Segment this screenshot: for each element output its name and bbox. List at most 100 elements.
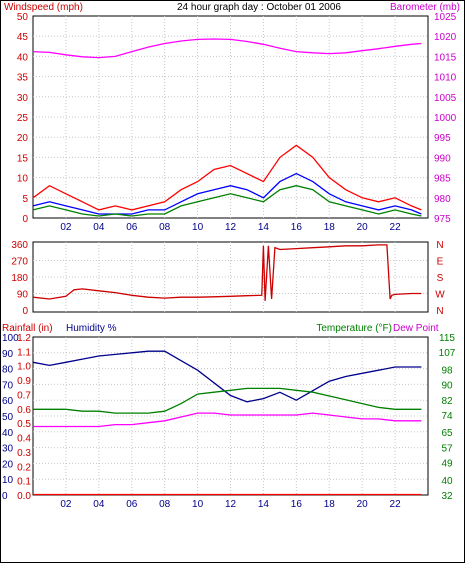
temp-y-tick-label: 32 <box>441 491 453 502</box>
x-tick-label: 20 <box>357 499 369 510</box>
baro-y-tick-label: 1020 <box>434 32 457 43</box>
x-tick-label: 18 <box>324 222 336 233</box>
x-tick-label: 02 <box>60 222 72 233</box>
wind-y-tick-label: 45 <box>17 32 29 43</box>
humidity-y-tick-label: 30 <box>2 444 14 455</box>
baro-y-tick-label: 975 <box>434 214 451 225</box>
series-line-humidity <box>32 350 422 403</box>
x-tick-label: 04 <box>93 222 105 233</box>
direction-y-tick-label: 270 <box>11 257 28 268</box>
x-tick-label: 14 <box>258 222 270 233</box>
temp-y-tick-label: 90 <box>441 381 453 392</box>
humidity-y-tick-label: 60 <box>2 396 14 407</box>
humidity-y-tick-label: 10 <box>2 475 14 486</box>
baro-yticks: 975 980 985 990 995 1000 1005 1010 1015 1020 1025 <box>434 12 457 225</box>
temp-y-tick-label: 49 <box>441 459 453 470</box>
direction-y-tick-label: 90 <box>17 290 29 301</box>
climate-series <box>32 350 422 496</box>
wind-y-tick-label: 40 <box>17 52 29 63</box>
rainfall-y-tick-label: 0.0 <box>17 491 31 502</box>
humidity-y-tick-label: 50 <box>2 412 14 423</box>
rainfall-y-tick-label: 0.1 <box>17 477 31 488</box>
x-tick-label: 16 <box>291 222 303 233</box>
humidity-y-tick-label: 70 <box>2 380 14 391</box>
wind-grid <box>33 16 428 218</box>
rainfall-y-tick-label: 0.7 <box>17 390 31 401</box>
rainfall-y-tick-label: 0.5 <box>17 419 31 430</box>
x-tick-label: 06 <box>126 499 138 510</box>
baro-y-tick-label: 1005 <box>434 93 457 104</box>
rainfall-yticks: 0.0 0.1 0.2 0.3 0.4 0.5 0.6 0.7 0.9 1.0 1.1 1.2 <box>17 333 31 502</box>
rainfall-y-tick-label: 0.3 <box>17 448 31 459</box>
series-line-barometer <box>32 38 422 59</box>
rainfall-y-tick-label: 0.6 <box>17 405 31 416</box>
wind-y-tick-label: 20 <box>17 133 29 144</box>
temp-y-tick-label: 82 <box>441 396 453 407</box>
baro-ylabel: Barometer (mb) <box>390 2 460 13</box>
baro-y-tick-label: 1025 <box>434 12 457 23</box>
x-tick-label: 12 <box>225 222 237 233</box>
wind-y-tick-label: 5 <box>22 194 28 205</box>
compass-tick-label: S <box>437 273 444 284</box>
x-tick-label: 22 <box>390 499 402 510</box>
temp-y-tick-label: 98 <box>441 365 453 376</box>
rainfall-y-tick-label: 0.2 <box>17 462 31 473</box>
series-line-temperature <box>33 387 422 414</box>
wind-ylabel: Windspeed (mph) <box>4 2 83 13</box>
x-tick-label: 18 <box>324 499 336 510</box>
series-line-wind-direction <box>32 244 422 301</box>
rainfall-y-tick-label: 0.9 <box>17 376 31 387</box>
humidity-ylabel: Humidity % <box>66 323 117 334</box>
wind-y-tick-label: 25 <box>17 113 29 124</box>
humidity-yticks: 0 10 20 30 40 50 60 70 80 90 100 <box>2 333 19 502</box>
x-tick-label: 10 <box>192 499 204 510</box>
wind-yticks: 0 5 10 15 20 25 30 35 40 45 50 <box>17 12 29 225</box>
humidity-y-tick-label: 80 <box>2 365 14 376</box>
humidity-y-tick-label: 40 <box>2 428 14 439</box>
temp-yticks: 32 40 49 57 65 74 82 90 98 107 115 <box>439 333 456 502</box>
temp-y-tick-label: 107 <box>439 348 456 359</box>
wind-series <box>32 38 422 217</box>
x-tick-label: 02 <box>60 499 72 510</box>
series-line-dew-point <box>33 412 422 428</box>
baro-y-tick-label: 990 <box>434 153 451 164</box>
series-line-gust <box>32 144 422 211</box>
x-tick-label: 08 <box>159 499 171 510</box>
baro-y-tick-label: 1010 <box>434 73 457 84</box>
rainfall-y-tick-label: 1.2 <box>17 333 31 344</box>
climate-xticks: 02 04 06 08 10 12 14 16 18 20 22 <box>60 499 401 510</box>
direction-y-tick-label: 180 <box>11 273 28 284</box>
humidity-y-tick-label: 90 <box>2 349 14 360</box>
chart-title: 24 hour graph day : October 01 2006 <box>177 2 341 13</box>
dewpoint-ylabel: Dew Point <box>393 323 439 334</box>
temp-y-tick-label: 57 <box>441 443 453 454</box>
wind-y-tick-label: 10 <box>17 174 29 185</box>
wind-y-tick-label: 50 <box>17 12 29 23</box>
wind-y-tick-label: 0 <box>22 214 28 225</box>
wind-y-tick-label: 30 <box>17 93 29 104</box>
series-line-windspeed <box>32 172 422 215</box>
baro-y-tick-label: 1015 <box>434 52 457 63</box>
wind-xticks: 02 04 06 08 10 12 14 16 18 20 22 <box>60 222 401 233</box>
x-tick-label: 14 <box>258 499 270 510</box>
x-tick-label: 20 <box>357 222 369 233</box>
x-tick-label: 04 <box>93 499 105 510</box>
x-tick-label: 06 <box>126 222 138 233</box>
compass-tick-label: W <box>435 290 445 301</box>
temp-ylabel: Temperature (°F) <box>316 323 392 334</box>
x-tick-label: 10 <box>192 222 204 233</box>
baro-y-tick-label: 1000 <box>434 113 457 124</box>
compass-tick-label: E <box>437 257 444 268</box>
x-tick-label: 12 <box>225 499 237 510</box>
wind-y-tick-label: 35 <box>17 73 29 84</box>
humidity-y-tick-label: 20 <box>2 459 14 470</box>
baro-y-tick-label: 980 <box>434 194 451 205</box>
baro-y-tick-label: 995 <box>434 133 451 144</box>
climate-grid <box>33 337 428 495</box>
compass-tick-label: N <box>436 306 443 317</box>
x-tick-label: 22 <box>390 222 402 233</box>
direction-y-tick-label: 360 <box>11 240 28 251</box>
